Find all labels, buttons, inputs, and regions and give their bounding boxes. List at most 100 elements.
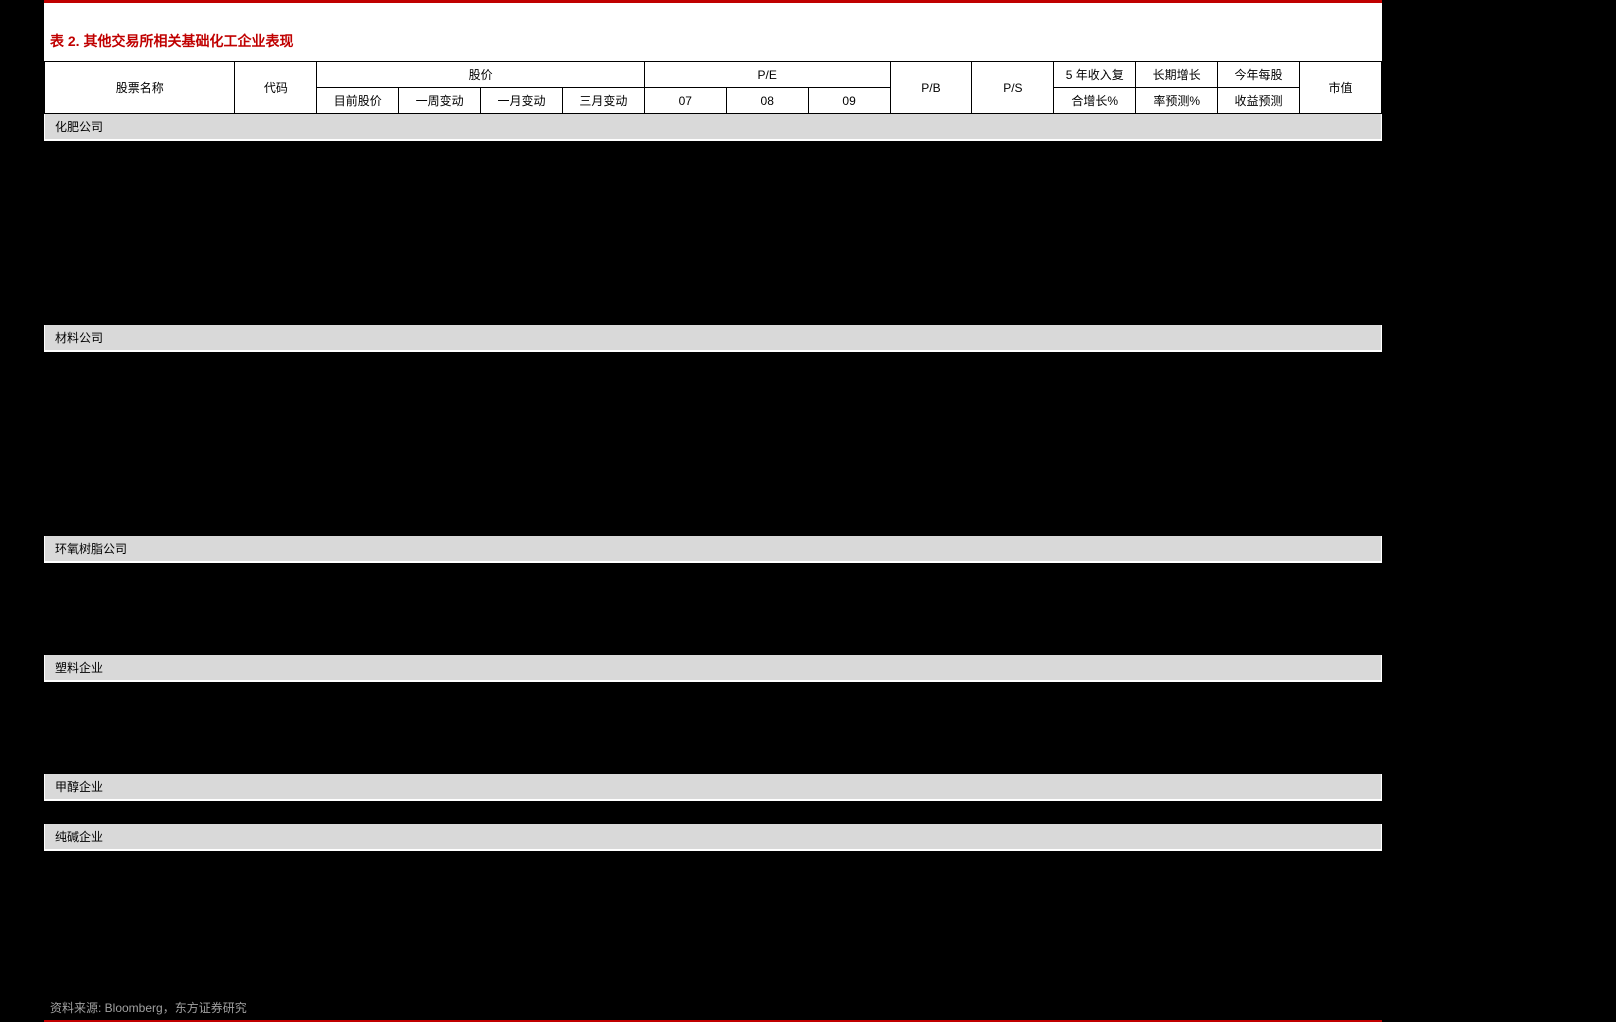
table-cell: [890, 351, 972, 375]
table-cell: [1136, 874, 1218, 897]
table-cell: [972, 728, 1054, 751]
table-cell: [1054, 398, 1136, 421]
table-cell: [1218, 421, 1300, 444]
table-cell: [1136, 233, 1218, 256]
table-row: [45, 187, 1382, 210]
table-row: [45, 256, 1382, 279]
table-cell: [808, 398, 890, 421]
col-chg-1m: 一月变动: [481, 88, 563, 114]
table-cell: [562, 375, 644, 398]
table-cell: [644, 751, 726, 774]
table-cell: [972, 850, 1054, 874]
table-cell: [972, 187, 1054, 210]
table-cell: [972, 874, 1054, 897]
table-cell: [644, 398, 726, 421]
table-cell: [808, 256, 890, 279]
table-cell: [890, 562, 972, 586]
table-cell: [808, 609, 890, 632]
table-cell: [1054, 874, 1136, 897]
table-cell: [644, 351, 726, 375]
table-cell: [399, 966, 481, 989]
table-cell: [890, 467, 972, 490]
table-cell: [481, 140, 563, 164]
table-cell: [1299, 966, 1381, 989]
table-cell: [1136, 164, 1218, 187]
table-cell: [1136, 562, 1218, 586]
table-cell: [45, 850, 235, 874]
table-row: [45, 800, 1382, 824]
table-cell: [808, 140, 890, 164]
table-cell: [1218, 513, 1300, 536]
table-cell: [972, 609, 1054, 632]
table-row: [45, 705, 1382, 728]
table-cell: [235, 850, 317, 874]
table-cell: [1054, 586, 1136, 609]
table-cell: [562, 210, 644, 233]
table-cell: [1218, 681, 1300, 705]
table-cell: [808, 943, 890, 966]
table-cell: [1136, 586, 1218, 609]
table-cell: [644, 233, 726, 256]
table-cell: [45, 398, 235, 421]
table-cell: [1218, 728, 1300, 751]
table-cell: [45, 609, 235, 632]
table-cell: [808, 279, 890, 302]
table-cell: [1218, 140, 1300, 164]
table-cell: [972, 966, 1054, 989]
table-row: [45, 210, 1382, 233]
top-whitespace: [44, 3, 1382, 25]
table-cell: [1299, 233, 1381, 256]
table-cell: [399, 351, 481, 375]
table-cell: [317, 187, 399, 210]
table-cell: [1136, 279, 1218, 302]
table-cell: [808, 444, 890, 467]
table-cell: [644, 444, 726, 467]
table-cell: [399, 513, 481, 536]
table-cell: [235, 467, 317, 490]
table-cell: [562, 398, 644, 421]
table-cell: [808, 562, 890, 586]
table-cell: [317, 351, 399, 375]
table-cell: [1054, 920, 1136, 943]
table-cell: [1299, 920, 1381, 943]
table-cell: [972, 444, 1054, 467]
table-cell: [1136, 850, 1218, 874]
table-cell: [235, 800, 317, 824]
table-cell: [1136, 256, 1218, 279]
table-cell: [235, 398, 317, 421]
table-cell: [562, 874, 644, 897]
table-cell: [45, 375, 235, 398]
table-cell: [317, 966, 399, 989]
table-cell: [1299, 398, 1381, 421]
table-cell: [562, 632, 644, 655]
table-cell: [562, 490, 644, 513]
table-cell: [45, 751, 235, 774]
table-cell: [1054, 681, 1136, 705]
table-cell: [644, 562, 726, 586]
table-cell: [562, 140, 644, 164]
table-cell: [972, 256, 1054, 279]
table-cell: [481, 943, 563, 966]
table-row: [45, 398, 1382, 421]
col-cagr5-2: 合增长%: [1054, 88, 1136, 114]
table-cell: [481, 586, 563, 609]
data-source: 资料来源: Bloomberg，东方证券研究: [44, 989, 1382, 1016]
table-cell: [1136, 467, 1218, 490]
table-cell: [1299, 562, 1381, 586]
table-cell: [1136, 444, 1218, 467]
table-cell: [562, 586, 644, 609]
table-cell: [481, 444, 563, 467]
table-cell: [1299, 751, 1381, 774]
table-row: [45, 897, 1382, 920]
table-cell: [1054, 421, 1136, 444]
table-cell: [890, 187, 972, 210]
table-cell: [562, 187, 644, 210]
table-cell: [481, 467, 563, 490]
table-cell: [399, 421, 481, 444]
table-cell: [726, 800, 808, 824]
table-cell: [481, 256, 563, 279]
table-cell: [399, 256, 481, 279]
table-row: [45, 943, 1382, 966]
table-cell: [1218, 609, 1300, 632]
table-cell: [1054, 705, 1136, 728]
